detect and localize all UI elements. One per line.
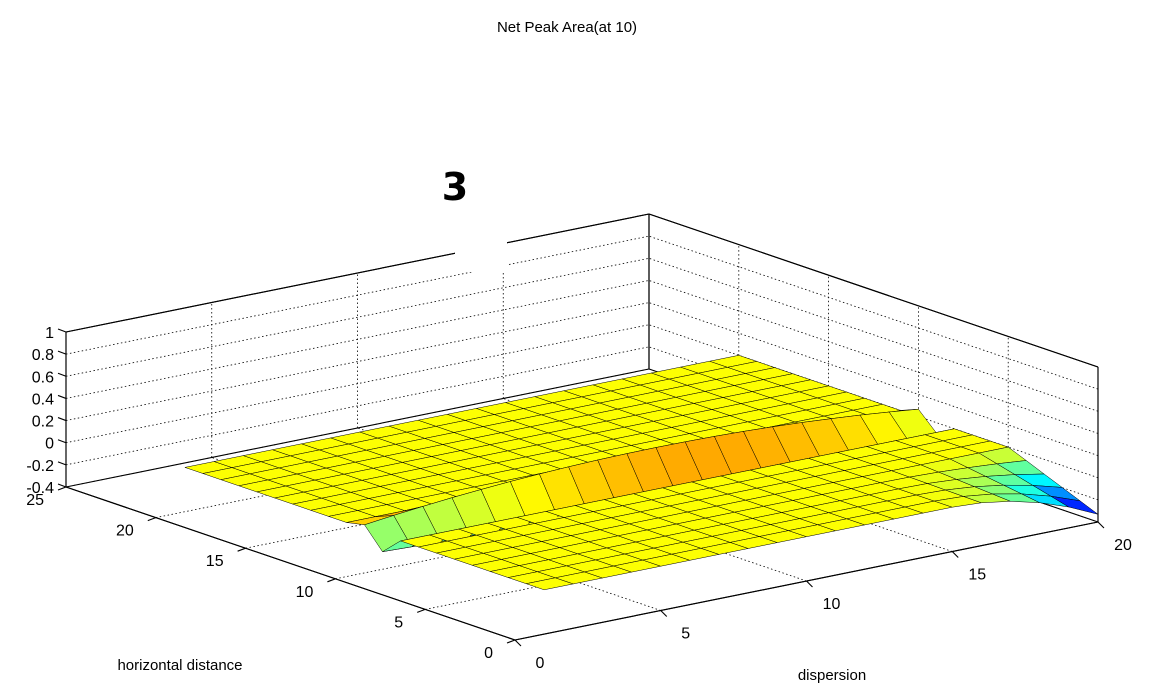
z-tick-mark [57, 350, 67, 355]
z-tick-label: 0.6 [32, 369, 54, 386]
y-tick-label: 20 [116, 523, 134, 540]
y-axis-label: horizontal distance [117, 657, 242, 674]
y-tick-mark [417, 608, 426, 613]
y-tick-label: 15 [206, 553, 224, 570]
z-tick-mark [57, 372, 67, 377]
wall-gridline [648, 235, 1099, 390]
y-tick-mark [237, 547, 246, 552]
wall-gridline [65, 235, 650, 355]
y-axis-line [65, 486, 516, 641]
annotation-mask-1 [408, 162, 548, 232]
x-tick-label: 5 [681, 626, 690, 643]
wall-gridline [65, 324, 650, 444]
chart-title: Net Peak Area(at 10) [497, 19, 637, 36]
y-tick-mark [506, 639, 516, 644]
y-tick-label: 10 [296, 584, 314, 601]
wall-gridline [648, 302, 1099, 456]
z-tick-mark [57, 439, 67, 444]
z-tick-label: 0.2 [32, 414, 54, 431]
x-tick-label: 10 [823, 596, 841, 613]
wall-gridline [65, 346, 650, 466]
x-tick-mark [660, 610, 668, 617]
z-tick-label: -0.4 [26, 480, 54, 497]
z-tick-label: 0.8 [32, 347, 54, 364]
z-tick-label: 0 [45, 436, 54, 453]
x-tick-label: 20 [1114, 537, 1132, 554]
y-tick-mark [327, 578, 336, 583]
annotation-layer: 3 [408, 162, 548, 272]
x-tick-mark [951, 551, 959, 558]
surface-patch [1050, 495, 1099, 515]
y-tick-mark [57, 486, 67, 491]
z-tick-mark [57, 483, 67, 488]
z-tick-mark [57, 461, 67, 466]
tick-labels: 0 5 10 15 20 0 5 10 15 20 25-0.4 -0.2 0 0.2 0.4 0.6 0.8 1 [26, 325, 1132, 672]
box-edge [648, 213, 1099, 368]
x-tick-label: 0 [536, 655, 545, 672]
x-axis-label: dispersion [798, 667, 866, 684]
wall-gridline [65, 257, 650, 377]
wall-gridline [65, 280, 650, 399]
y-tick-label: 0 [484, 645, 493, 662]
annotation-mask-2 [455, 232, 507, 272]
z-tick-mark [57, 394, 67, 399]
wall-gridline [648, 280, 1099, 434]
wall-gridline [65, 368, 650, 488]
z-tick-mark [57, 417, 67, 422]
surface-mesh [183, 355, 1099, 591]
z-tick-mark [57, 328, 67, 333]
x-tick-mark [1097, 521, 1105, 529]
z-tick-label: 1 [45, 325, 54, 342]
x-tick-mark [806, 580, 813, 588]
z-tick-label: 0.4 [32, 391, 54, 408]
z-tick-label: -0.2 [26, 458, 54, 475]
box-edge [65, 213, 650, 333]
x-tick-label: 15 [968, 567, 986, 584]
wall-gridline [65, 302, 650, 421]
wall-gridline [648, 257, 1099, 412]
y-tick-label: 5 [394, 614, 403, 631]
annotation-label: 3 [442, 165, 468, 209]
x-tick-mark [514, 639, 522, 647]
y-tick-mark [147, 517, 156, 522]
y-tick-label: 25 [26, 492, 44, 509]
